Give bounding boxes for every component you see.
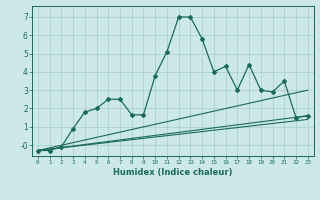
X-axis label: Humidex (Indice chaleur): Humidex (Indice chaleur) xyxy=(113,168,233,177)
